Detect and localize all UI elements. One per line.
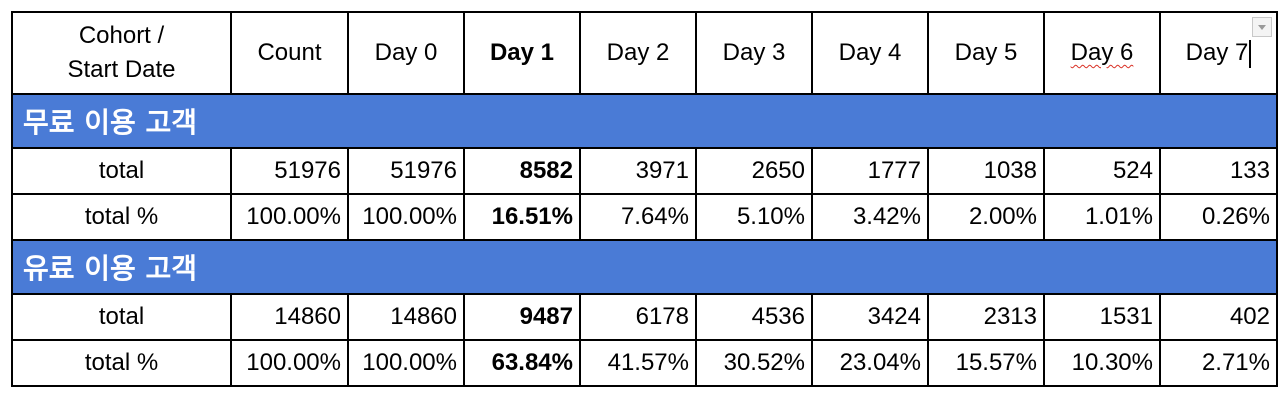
header-cohort-line2: Start Date [67, 56, 176, 83]
header-cell-day7[interactable]: Day 7 [1159, 11, 1278, 95]
cell[interactable]: 7.64% [579, 193, 697, 241]
cell[interactable]: 0.26% [1159, 193, 1278, 241]
cell[interactable]: 4536 [695, 293, 813, 341]
cell[interactable]: 9487 [463, 293, 581, 341]
cell[interactable]: 2.00% [927, 193, 1045, 241]
header-cell-day6[interactable]: Day 6 [1043, 11, 1161, 95]
cell[interactable]: 100.00% [347, 339, 465, 387]
cell[interactable]: 524 [1043, 147, 1161, 195]
header-cell-count[interactable]: Count [230, 11, 349, 95]
cell[interactable]: 1.01% [1043, 193, 1161, 241]
cell[interactable]: 30.52% [695, 339, 813, 387]
section-title[interactable]: 무료 이용 고객 [11, 93, 1278, 149]
cell[interactable]: 51976 [347, 147, 465, 195]
cell[interactable]: 6178 [579, 293, 697, 341]
cell[interactable]: 1038 [927, 147, 1045, 195]
section-row-free: 무료 이용 고객 [11, 93, 1278, 149]
chevron-down-icon[interactable] [1252, 17, 1272, 37]
header-cell-day4[interactable]: Day 4 [811, 11, 929, 95]
header-cell-day3[interactable]: Day 3 [695, 11, 813, 95]
cell[interactable]: 14860 [347, 293, 465, 341]
cell[interactable]: 8582 [463, 147, 581, 195]
cell[interactable]: 402 [1159, 293, 1278, 341]
header-cohort-line1: Cohort / [78, 22, 165, 49]
cell[interactable]: 3.42% [811, 193, 929, 241]
cell[interactable]: 1531 [1043, 293, 1161, 341]
cell[interactable]: 3424 [811, 293, 929, 341]
header-cell-cohort[interactable]: Cohort / Start Date [11, 11, 232, 95]
table-row: total 51976 51976 8582 3971 2650 1777 10… [11, 147, 1278, 195]
cell[interactable]: 41.57% [579, 339, 697, 387]
section-row-paid: 유료 이용 고객 [11, 239, 1278, 295]
header-day7-text: Day 7 [1185, 39, 1249, 66]
table-row: total % 100.00% 100.00% 63.84% 41.57% 30… [11, 339, 1278, 387]
cell[interactable]: 100.00% [230, 193, 349, 241]
header-day6-text: Day 6 [1070, 39, 1134, 66]
text-cursor [1249, 39, 1252, 68]
cell[interactable]: 51976 [230, 147, 349, 195]
section-title[interactable]: 유료 이용 고객 [11, 239, 1278, 295]
header-cell-day2[interactable]: Day 2 [579, 11, 697, 95]
cell[interactable]: 100.00% [347, 193, 465, 241]
cell[interactable]: 2650 [695, 147, 813, 195]
cell[interactable]: 3971 [579, 147, 697, 195]
header-cell-day1[interactable]: Day 1 [463, 11, 581, 95]
row-label[interactable]: total [11, 293, 232, 341]
row-label[interactable]: total % [11, 339, 232, 387]
cell[interactable]: 23.04% [811, 339, 929, 387]
cell[interactable]: 15.57% [927, 339, 1045, 387]
table-row: total 14860 14860 9487 6178 4536 3424 23… [11, 293, 1278, 341]
cell[interactable]: 16.51% [463, 193, 581, 241]
cohort-retention-table: Cohort / Start Date Count Day 0 Day 1 Da… [11, 11, 1278, 387]
row-label[interactable]: total [11, 147, 232, 195]
cell[interactable]: 5.10% [695, 193, 813, 241]
cell[interactable]: 2.71% [1159, 339, 1278, 387]
header-row: Cohort / Start Date Count Day 0 Day 1 Da… [11, 11, 1278, 95]
row-label[interactable]: total % [11, 193, 232, 241]
header-cell-day0[interactable]: Day 0 [347, 11, 465, 95]
table-row: total % 100.00% 100.00% 16.51% 7.64% 5.1… [11, 193, 1278, 241]
cell[interactable]: 1777 [811, 147, 929, 195]
header-cell-day5[interactable]: Day 5 [927, 11, 1045, 95]
cell[interactable]: 133 [1159, 147, 1278, 195]
cell[interactable]: 2313 [927, 293, 1045, 341]
cell[interactable]: 10.30% [1043, 339, 1161, 387]
cell[interactable]: 14860 [230, 293, 349, 341]
cell[interactable]: 100.00% [230, 339, 349, 387]
cell[interactable]: 63.84% [463, 339, 581, 387]
